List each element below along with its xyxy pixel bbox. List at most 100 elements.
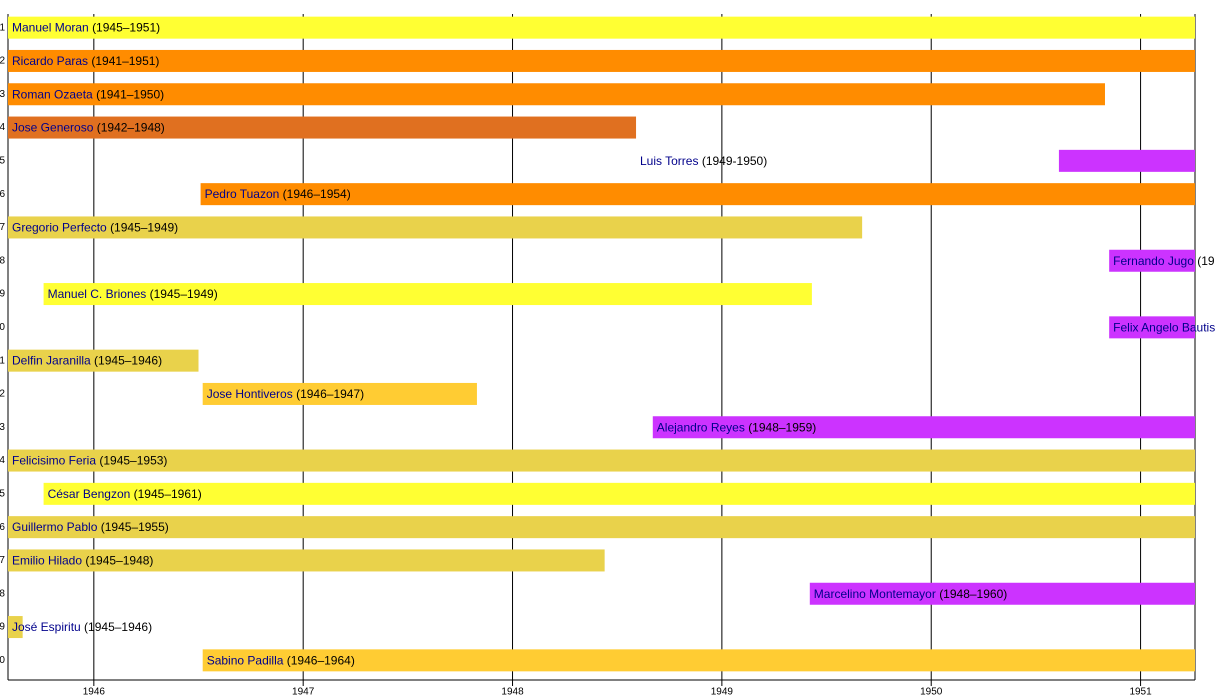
person-name: Jose Hontiveros <box>207 387 293 401</box>
bar <box>1109 316 1195 339</box>
person-name: Manuel Moran <box>12 21 89 35</box>
bar <box>8 616 23 639</box>
person-name: Roman Ozaeta <box>12 87 93 101</box>
x-tick-label: 1950 <box>920 687 943 698</box>
person-name: José Espiritu <box>12 620 81 634</box>
bar-label: Marcelino Montemayor (1948–1960) <box>814 587 1007 601</box>
row-number: 19 <box>0 622 5 633</box>
row-number: 20 <box>0 655 5 666</box>
term-period: (1945–1946) <box>94 354 162 368</box>
bar <box>43 283 812 306</box>
person-name: Felicisimo Feria <box>12 454 96 468</box>
bar <box>8 349 199 372</box>
row-number: 10 <box>0 322 5 333</box>
row-number: 5 <box>0 155 5 166</box>
bar-label: Emilio Hilado (1945–1948) <box>12 554 153 568</box>
row-number: 9 <box>0 289 5 300</box>
x-tick-label: 1947 <box>292 687 315 698</box>
term-period: (1945–1949) <box>110 221 178 235</box>
person-name: Jose Generoso <box>12 121 94 135</box>
term-period: (1942–1948) <box>97 121 165 135</box>
x-tick-label: 1948 <box>501 687 524 698</box>
person-name: Alejandro Reyes <box>657 420 745 434</box>
bar <box>809 582 1195 605</box>
term-period: (1945–1949) <box>150 287 218 301</box>
bar-label: Felicisimo Feria (1945–1953) <box>12 454 167 468</box>
row-number: 14 <box>0 455 5 466</box>
bar-label: César Bengzon (1945–1961) <box>48 487 202 501</box>
person-name: Felix Angelo Bautis <box>1113 321 1215 335</box>
bar <box>8 549 605 572</box>
person-name: Gregorio Perfecto <box>12 221 107 235</box>
bar <box>43 482 1195 505</box>
term-period: (1945–1955) <box>101 520 169 534</box>
term-period: (1945–1946) <box>84 620 152 634</box>
bar <box>652 416 1195 439</box>
term-period: (1948–1959) <box>748 420 816 434</box>
person-name: Sabino Padilla <box>207 654 284 668</box>
term-period: (1946–1964) <box>287 654 355 668</box>
term-period: (1945–1951) <box>92 21 160 35</box>
bar-label: Luis Torres (1949-1950) <box>640 154 767 168</box>
person-name: Luis Torres <box>640 154 698 168</box>
person-name: Fernando Jugo <box>1113 254 1194 268</box>
bar-label: Sabino Padilla (1946–1964) <box>207 654 355 668</box>
bar-label: Manuel C. Briones (1945–1949) <box>48 287 218 301</box>
term-period: (1945–1961) <box>134 487 202 501</box>
term-period: (1948–1960) <box>939 587 1007 601</box>
term-period: (1949-1950) <box>702 154 767 168</box>
row-number: 8 <box>0 255 5 266</box>
bar-label: Jose Generoso (1942–1948) <box>12 121 165 135</box>
bar-label: José Espiritu (1945–1946) <box>12 620 152 634</box>
term-period: (19 <box>1197 254 1215 268</box>
row-number: 2 <box>0 56 5 67</box>
term-period: (1941–1950) <box>96 87 164 101</box>
row-number: 12 <box>0 389 5 400</box>
bar-label: Gregorio Perfecto (1945–1949) <box>12 221 178 235</box>
bar-label: Ricardo Paras (1941–1951) <box>12 54 159 68</box>
bar <box>8 449 1195 472</box>
bar-label: Pedro Tuazon (1946–1954) <box>205 187 351 201</box>
bar <box>202 382 477 405</box>
row-number: 3 <box>0 89 5 100</box>
row-number: 16 <box>0 522 5 533</box>
bar <box>202 649 1195 672</box>
person-name: Marcelino Montemayor <box>814 587 936 601</box>
row-number: 18 <box>0 588 5 599</box>
bar-label: Alejandro Reyes (1948–1959) <box>657 420 816 434</box>
x-tick-label: 1951 <box>1129 687 1152 698</box>
bar <box>8 216 863 239</box>
row-number: 4 <box>0 122 5 133</box>
person-name: César Bengzon <box>48 487 131 501</box>
person-name: Ricardo Paras <box>12 54 88 68</box>
person-name: Pedro Tuazon <box>205 187 280 201</box>
bar <box>8 116 637 139</box>
row-number: 13 <box>0 422 5 433</box>
term-period: (1945–1953) <box>99 454 167 468</box>
term-period: (1946–1954) <box>283 187 351 201</box>
row-number: 7 <box>0 222 5 233</box>
bar-label: Delfin Jaranilla (1945–1946) <box>12 354 162 368</box>
bar-label: Felix Angelo Bautis <box>1113 321 1215 335</box>
row-number: 11 <box>0 355 5 366</box>
term-period: (1941–1951) <box>91 54 159 68</box>
person-name: Guillermo Pablo <box>12 520 98 534</box>
person-name: Emilio Hilado <box>12 554 82 568</box>
bar-label: Manuel Moran (1945–1951) <box>12 21 160 35</box>
bar <box>8 16 1195 39</box>
x-tick-label: 1946 <box>83 687 106 698</box>
row-number: 15 <box>0 488 5 499</box>
bar-label: Fernando Jugo (19 <box>1113 254 1215 268</box>
bar <box>8 83 1105 106</box>
bar-label: Guillermo Pablo (1945–1955) <box>12 520 169 534</box>
bar <box>1058 149 1195 172</box>
term-period: (1946–1947) <box>296 387 364 401</box>
bar-label: Roman Ozaeta (1941–1950) <box>12 87 164 101</box>
bar <box>8 516 1195 539</box>
bar <box>200 183 1196 206</box>
row-number: 1 <box>0 22 5 33</box>
row-number: 17 <box>0 555 5 566</box>
x-tick-label: 1949 <box>711 687 734 698</box>
